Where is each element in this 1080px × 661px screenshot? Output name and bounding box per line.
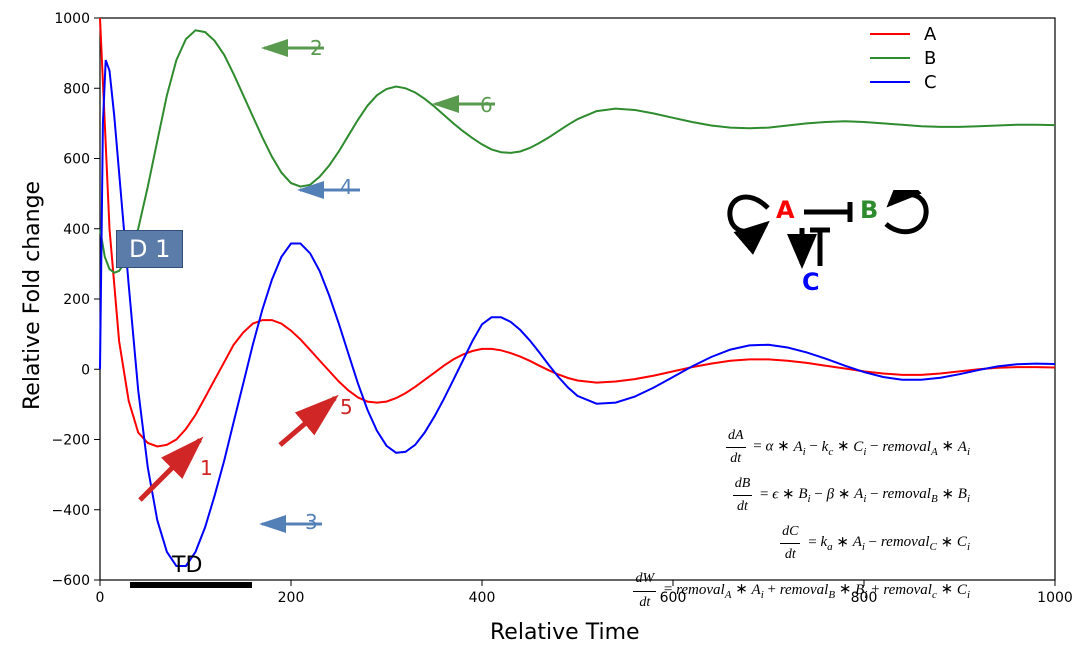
- svg-text:1000: 1000: [1037, 590, 1073, 606]
- svg-text:−200: −200: [52, 433, 90, 449]
- legend-label-a: A: [924, 24, 936, 45]
- legend-item-b: B: [870, 46, 937, 70]
- annotation-number-4: 4: [340, 175, 353, 199]
- svg-text:400: 400: [469, 590, 496, 606]
- network-node-b: B: [860, 196, 878, 224]
- svg-text:−600: −600: [52, 573, 90, 589]
- network-node-a: A: [776, 196, 795, 224]
- legend-swatch-a: [870, 33, 910, 35]
- svg-text:1000: 1000: [54, 11, 90, 27]
- network-svg: [720, 190, 940, 310]
- svg-text:600: 600: [63, 152, 90, 168]
- equation-dW: dWdt = removalA ∗ Ai + removalB ∗ Bi + r…: [540, 568, 970, 614]
- legend-swatch-c: [870, 81, 910, 83]
- d1-annotation-box: D 1: [116, 230, 183, 268]
- svg-text:0: 0: [81, 362, 90, 378]
- svg-text:400: 400: [63, 222, 90, 238]
- annotation-number-6: 6: [480, 93, 493, 117]
- y-axis-label: Relative Fold change: [20, 181, 45, 410]
- legend-item-c: C: [870, 70, 937, 94]
- legend-label-c: C: [924, 72, 937, 93]
- svg-text:−400: −400: [52, 503, 90, 519]
- annotation-number-2: 2: [310, 36, 323, 60]
- annotation-number-1: 1: [200, 456, 213, 480]
- legend-label-b: B: [924, 48, 936, 69]
- legend: A B C: [870, 22, 937, 94]
- equations-block: dAdt = α ∗ Ai − kc ∗ Ci − removalA ∗ Ai …: [540, 425, 970, 616]
- x-axis-label: Relative Time: [490, 620, 640, 645]
- annotation-number-5: 5: [340, 395, 353, 419]
- svg-text:200: 200: [63, 292, 90, 308]
- svg-text:200: 200: [278, 590, 305, 606]
- network-node-c: C: [802, 268, 820, 296]
- svg-text:0: 0: [96, 590, 105, 606]
- network-diagram: A B C: [720, 190, 940, 310]
- legend-item-a: A: [870, 22, 937, 46]
- svg-text:800: 800: [63, 81, 90, 97]
- equation-dA: dAdt = α ∗ Ai − kc ∗ Ci − removalA ∗ Ai: [540, 425, 970, 471]
- legend-swatch-b: [870, 57, 910, 59]
- equation-dB: dBdt = ϵ ∗ Bi − β ∗ Ai − removalB ∗ Bi: [540, 473, 970, 519]
- equation-dC: dCdt = ka ∗ Ai − removalC ∗ Ci: [540, 521, 970, 567]
- annotation-number-3: 3: [305, 510, 318, 534]
- td-label: TD: [172, 553, 202, 578]
